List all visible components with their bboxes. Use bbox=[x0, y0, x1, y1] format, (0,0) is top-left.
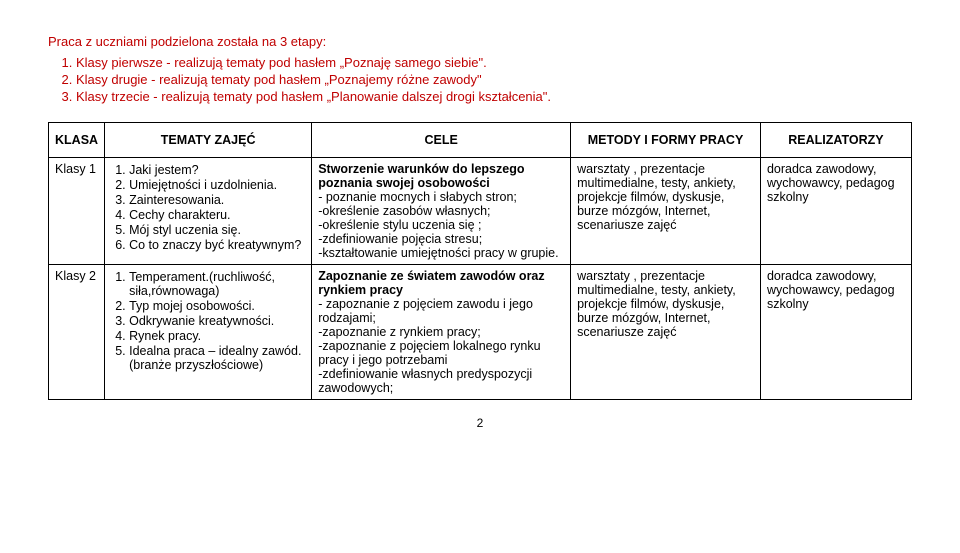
cell-metody: warsztaty , prezentacje multimedialne, t… bbox=[571, 158, 761, 265]
intro-step-2: Klasy drugie - realizują tematy pod hasł… bbox=[76, 72, 912, 87]
cele-body: - zapoznanie z pojęciem zawodu i jego ro… bbox=[318, 297, 540, 395]
cell-klasa: Klasy 1 bbox=[49, 158, 105, 265]
topic-item: Rynek pracy. bbox=[129, 329, 305, 343]
topic-item: Zainteresowania. bbox=[129, 193, 305, 207]
col-header-klasa: KLASA bbox=[49, 123, 105, 158]
topic-item: Jaki jestem? bbox=[129, 163, 305, 177]
cell-real: doradca zawodowy, wychowawcy, pedagog sz… bbox=[760, 158, 911, 265]
topic-item: Odkrywanie kreatywności. bbox=[129, 314, 305, 328]
page-number: 2 bbox=[48, 416, 912, 430]
table-header-row: KLASA TEMATY ZAJĘĆ CELE METODY I FORMY P… bbox=[49, 123, 912, 158]
intro-lead: Praca z uczniami podzielona została na 3… bbox=[48, 34, 912, 49]
cele-body: - poznanie mocnych i słabych stron; -okr… bbox=[318, 190, 558, 260]
col-header-cele: CELE bbox=[312, 123, 571, 158]
topic-item: Temperament.(ruchliwość, siła,równowaga) bbox=[129, 270, 305, 298]
intro-step-3: Klasy trzecie - realizują tematy pod has… bbox=[76, 89, 912, 104]
curriculum-table: KLASA TEMATY ZAJĘĆ CELE METODY I FORMY P… bbox=[48, 122, 912, 400]
topic-item: Typ mojej osobowości. bbox=[129, 299, 305, 313]
cell-tematy: Jaki jestem? Umiejętności i uzdolnienia.… bbox=[105, 158, 312, 265]
intro-steps: Klasy pierwsze - realizują tematy pod ha… bbox=[48, 55, 912, 104]
topic-item: Co to znaczy być kreatywnym? bbox=[129, 238, 305, 252]
table-row: Klasy 1 Jaki jestem? Umiejętności i uzdo… bbox=[49, 158, 912, 265]
cell-klasa: Klasy 2 bbox=[49, 265, 105, 400]
col-header-real: REALIZATORZY bbox=[760, 123, 911, 158]
cell-cele: Stworzenie warunków do lepszego poznania… bbox=[312, 158, 571, 265]
col-header-metody: METODY I FORMY PRACY bbox=[571, 123, 761, 158]
intro-block: Praca z uczniami podzielona została na 3… bbox=[48, 34, 912, 104]
cell-tematy: Temperament.(ruchliwość, siła,równowaga)… bbox=[105, 265, 312, 400]
cele-title: Stworzenie warunków do lepszego poznania… bbox=[318, 162, 524, 190]
intro-step-1: Klasy pierwsze - realizują tematy pod ha… bbox=[76, 55, 912, 70]
topic-item: Umiejętności i uzdolnienia. bbox=[129, 178, 305, 192]
cele-title: Zapoznanie ze światem zawodów oraz rynki… bbox=[318, 269, 544, 297]
topic-item: Mój styl uczenia się. bbox=[129, 223, 305, 237]
col-header-tematy: TEMATY ZAJĘĆ bbox=[105, 123, 312, 158]
cell-cele: Zapoznanie ze światem zawodów oraz rynki… bbox=[312, 265, 571, 400]
topic-item: Idealna praca – idealny zawód.(branże pr… bbox=[129, 344, 305, 372]
cell-real: doradca zawodowy, wychowawcy, pedagog sz… bbox=[760, 265, 911, 400]
topic-item: Cechy charakteru. bbox=[129, 208, 305, 222]
table-row: Klasy 2 Temperament.(ruchliwość, siła,ró… bbox=[49, 265, 912, 400]
cell-metody: warsztaty , prezentacje multimedialne, t… bbox=[571, 265, 761, 400]
